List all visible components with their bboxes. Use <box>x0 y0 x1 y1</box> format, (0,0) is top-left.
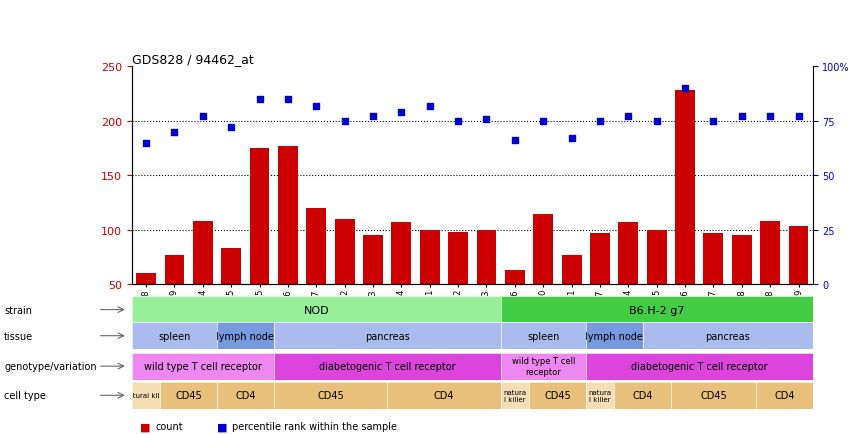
Point <box>451 118 465 125</box>
Point <box>140 140 153 147</box>
Bar <box>477 230 496 284</box>
Bar <box>278 147 298 284</box>
Point <box>225 125 238 132</box>
Text: tissue: tissue <box>4 331 33 341</box>
Bar <box>505 270 525 284</box>
Text: CD45: CD45 <box>175 391 202 400</box>
Text: natura
l killer: natura l killer <box>588 389 612 402</box>
Point <box>621 114 635 121</box>
Bar <box>789 227 808 284</box>
Text: CD4: CD4 <box>434 391 454 400</box>
Point <box>310 103 323 110</box>
Text: diabetogenic T cell receptor: diabetogenic T cell receptor <box>319 362 455 371</box>
Point <box>650 118 664 125</box>
Bar <box>562 255 581 284</box>
Point <box>791 114 805 121</box>
Bar <box>704 233 723 284</box>
Bar <box>675 91 695 284</box>
Bar <box>590 233 610 284</box>
Point <box>706 118 720 125</box>
Text: wild type T cell receptor: wild type T cell receptor <box>144 362 262 371</box>
Text: natural killer: natural killer <box>123 392 168 398</box>
Bar <box>534 215 553 284</box>
Bar <box>193 221 213 284</box>
Text: count: count <box>156 421 183 431</box>
Text: ■: ■ <box>140 421 151 431</box>
Point <box>168 129 181 136</box>
Bar <box>363 235 383 284</box>
Point <box>366 114 380 121</box>
Text: CD45: CD45 <box>317 391 344 400</box>
Point <box>536 118 550 125</box>
Text: GDS828 / 94462_at: GDS828 / 94462_at <box>132 53 254 66</box>
Text: percentile rank within the sample: percentile rank within the sample <box>232 421 397 431</box>
Text: diabetogenic T cell receptor: diabetogenic T cell receptor <box>631 362 768 371</box>
Bar <box>732 235 751 284</box>
Point <box>281 96 294 103</box>
Point <box>508 138 522 145</box>
Text: lymph node: lymph node <box>216 331 274 341</box>
Text: natura
l killer: natura l killer <box>503 389 527 402</box>
Text: ■: ■ <box>217 421 227 431</box>
Point <box>593 118 607 125</box>
Bar <box>306 208 326 284</box>
Bar <box>760 221 780 284</box>
Text: CD4: CD4 <box>632 391 653 400</box>
Bar <box>619 223 638 284</box>
Bar <box>420 230 440 284</box>
Bar <box>334 219 355 284</box>
Bar <box>647 230 666 284</box>
Text: CD45: CD45 <box>700 391 727 400</box>
Text: CD4: CD4 <box>774 391 795 400</box>
Point <box>395 109 408 116</box>
Bar <box>391 223 411 284</box>
Bar <box>448 232 468 284</box>
Text: spleen: spleen <box>527 331 559 341</box>
Bar <box>136 273 156 284</box>
Text: lymph node: lymph node <box>585 331 643 341</box>
Text: NOD: NOD <box>304 305 329 315</box>
Point <box>253 96 266 103</box>
Text: strain: strain <box>4 305 32 315</box>
Point <box>565 135 579 142</box>
Text: CD4: CD4 <box>235 391 255 400</box>
Bar <box>249 148 270 284</box>
Point <box>338 118 351 125</box>
Bar <box>164 255 185 284</box>
Text: CD45: CD45 <box>544 391 571 400</box>
Text: genotype/variation: genotype/variation <box>4 362 97 371</box>
Text: B6.H-2 g7: B6.H-2 g7 <box>629 305 684 315</box>
Bar <box>221 248 241 284</box>
Point <box>480 116 494 123</box>
Point <box>678 85 692 92</box>
Text: cell type: cell type <box>4 391 46 400</box>
Point <box>735 114 749 121</box>
Text: pancreas: pancreas <box>705 331 750 341</box>
Text: pancreas: pancreas <box>365 331 409 341</box>
Text: spleen: spleen <box>158 331 191 341</box>
Point <box>196 114 209 121</box>
Point <box>763 114 777 121</box>
Point <box>423 103 437 110</box>
Text: wild type T cell
receptor: wild type T cell receptor <box>511 357 575 376</box>
